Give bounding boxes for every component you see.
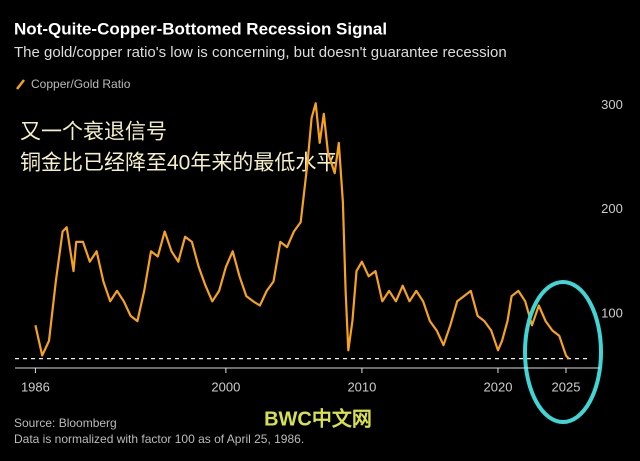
watermark: BWC中文网 (264, 406, 372, 430)
chart-subtitle: The gold/copper ratio's low is concernin… (14, 44, 507, 61)
y-tick-label: 100 (601, 305, 623, 320)
x-tick-label: 2010 (347, 379, 376, 394)
x-tick-label: 2025 (552, 379, 581, 394)
x-tick-label: 2020 (484, 379, 513, 394)
annotation: 又一个衰退信号 (20, 121, 167, 144)
source: Source: Bloomberg (14, 416, 117, 430)
y-tick-label: 300 (601, 97, 623, 112)
highlight-ellipse (523, 280, 603, 424)
legend-label: Copper/Gold Ratio (31, 77, 131, 91)
x-tick-label: 1986 (21, 379, 50, 394)
chart-title: Not-Quite-Copper-Bottomed Recession Sign… (14, 19, 387, 38)
y-tick-label: 200 (601, 201, 623, 216)
legend-swatch (16, 79, 25, 90)
annotation: 铜金比已经降至40年来的最低水平 (20, 152, 337, 175)
x-tick-label: 2000 (211, 379, 240, 394)
data-line (34, 102, 570, 360)
footnote: Data is normalized with factor 100 as of… (14, 432, 304, 446)
